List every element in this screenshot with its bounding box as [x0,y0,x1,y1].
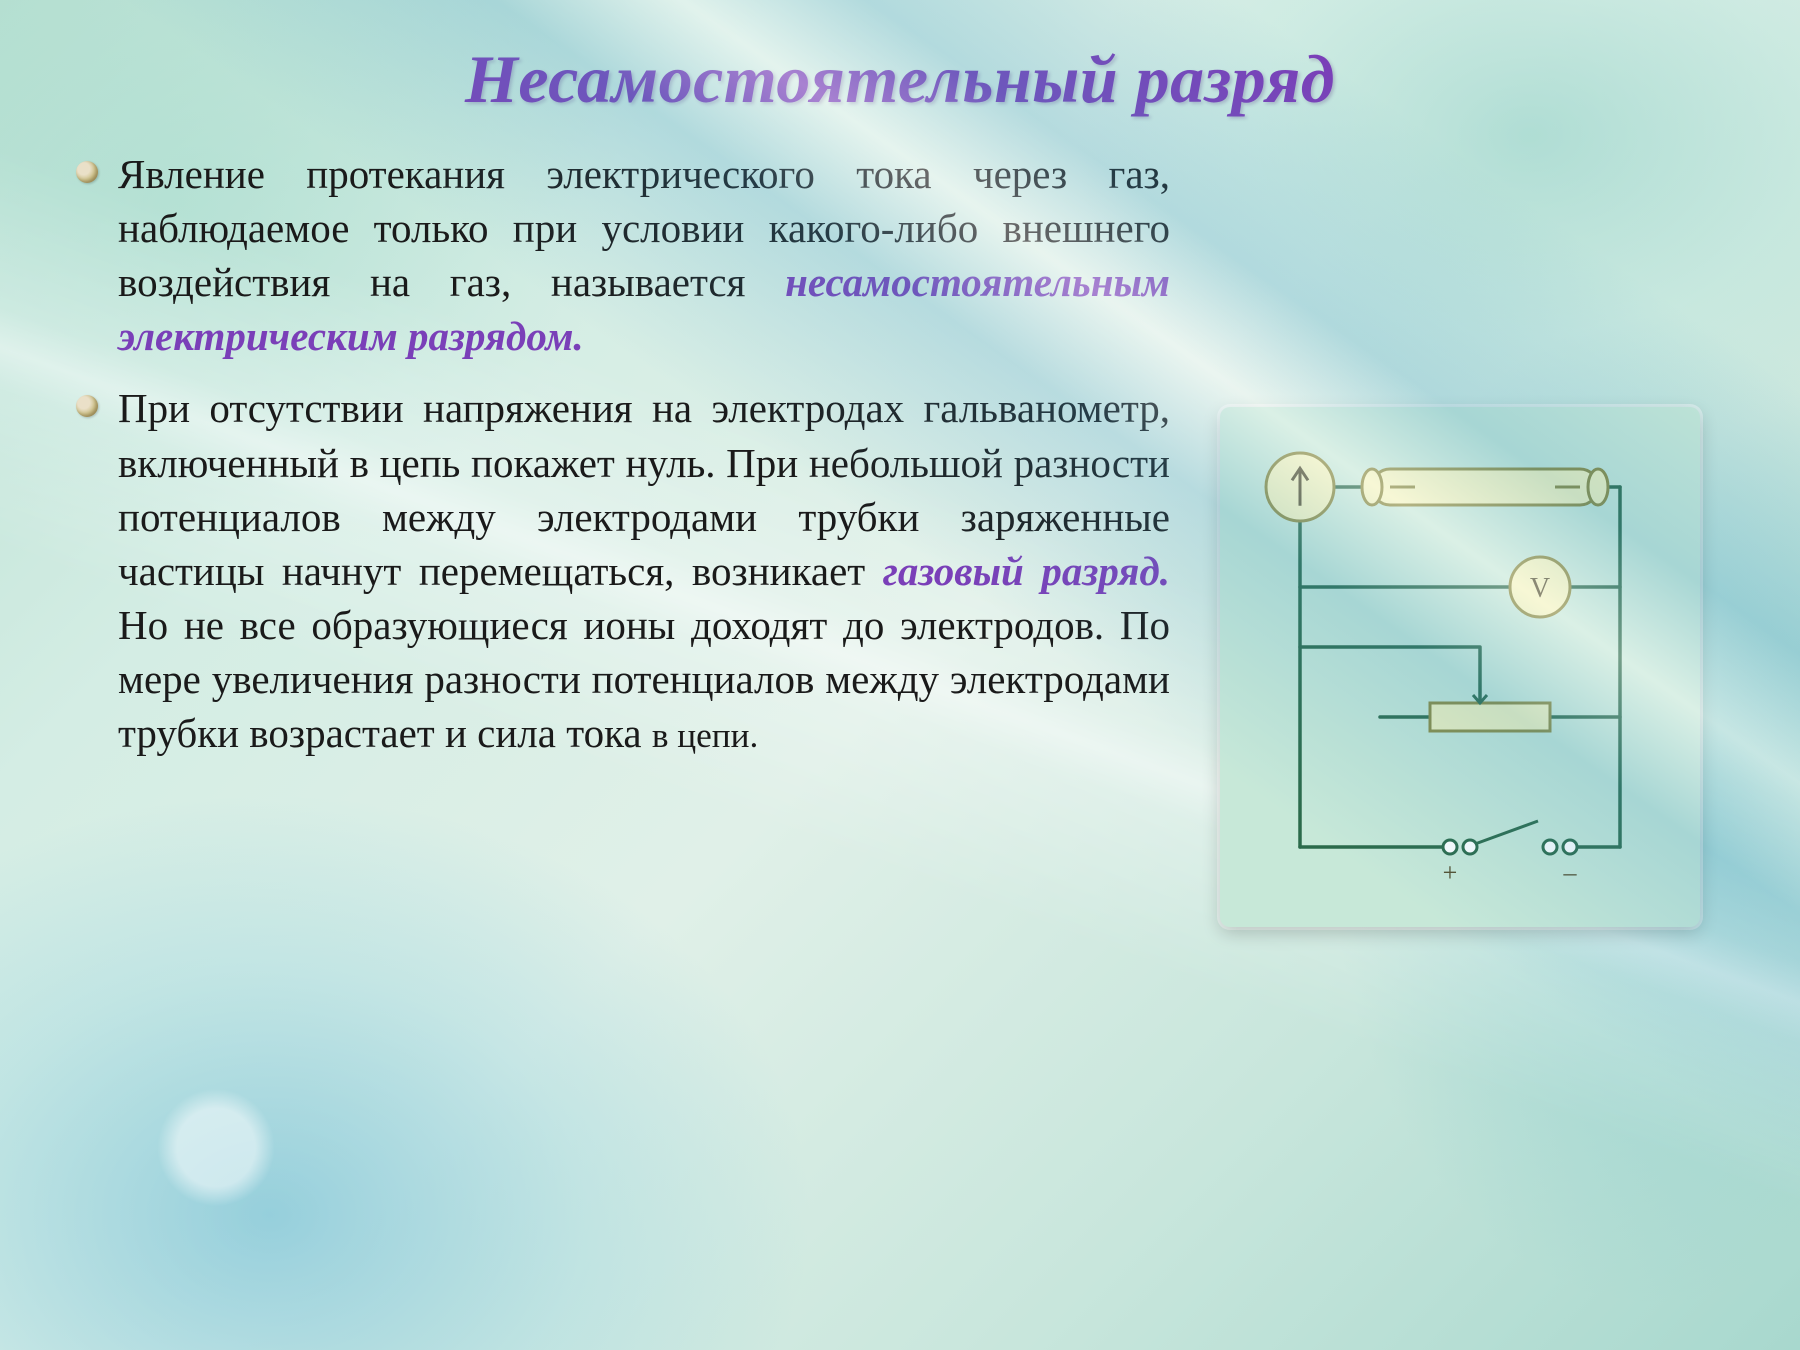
content-row: Явление протекания электрического тока ч… [70,147,1730,927]
terminal-label: – [1563,858,1578,887]
bullet-highlight: газовый разряд. [883,548,1170,594]
slide-title: Несамостоятельный разряд [70,40,1730,119]
circuit-diagram: V + – [1220,407,1700,927]
diagram-column: V + – [1190,147,1730,927]
switch-icon [1475,821,1538,844]
terminal-icon [1563,840,1577,854]
text-column: Явление протекания электрического тока ч… [70,147,1170,778]
terminal-icon [1443,840,1457,854]
slide: Несамостоятельный разряд Явление протека… [0,0,1800,1350]
bullet-list: Явление протекания электрического тока ч… [70,147,1170,760]
bullet-item: При отсутствии напряжения на электродах … [70,381,1170,760]
bullet-text-tail: в цепи. [652,716,759,755]
voltmeter-label: V [1530,573,1550,604]
bullet-item: Явление протекания электрического тока ч… [70,147,1170,363]
bullet-text-post: Но не все образующиеся ионы доходят до э… [118,602,1170,756]
terminal-label: + [1443,858,1458,887]
rheostat-icon [1430,703,1550,731]
